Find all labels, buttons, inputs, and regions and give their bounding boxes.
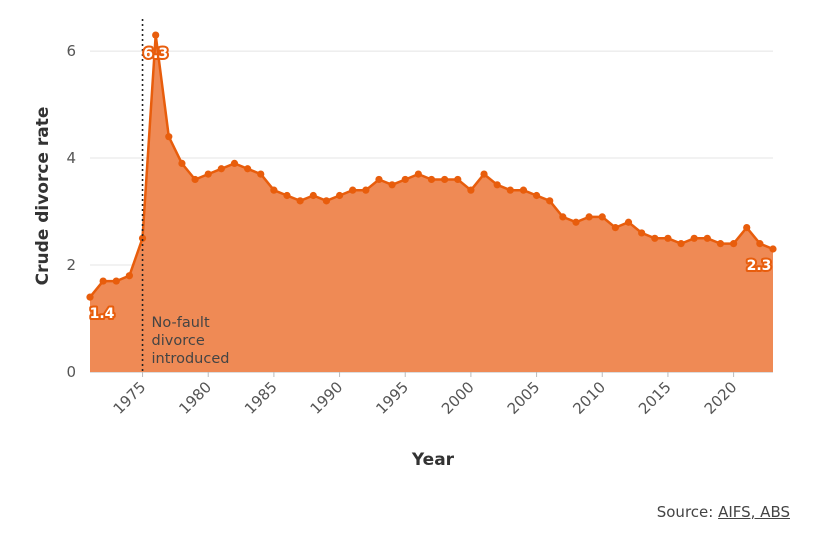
data-point bbox=[362, 186, 370, 194]
data-point bbox=[532, 191, 541, 200]
data-point bbox=[585, 213, 593, 221]
x-tick-label: 1990 bbox=[307, 378, 347, 418]
source-link[interactable]: AIFS, ABS bbox=[718, 503, 790, 521]
annotation-text: No-fault bbox=[152, 315, 210, 331]
plot-area bbox=[86, 31, 777, 372]
data-point bbox=[677, 240, 685, 248]
data-point bbox=[112, 277, 120, 285]
data-labels: 1.4 6.3 2.3 bbox=[88, 44, 774, 324]
data-point bbox=[99, 277, 107, 285]
data-point bbox=[467, 186, 475, 194]
y-axis: 0 2 4 6 bbox=[66, 42, 76, 381]
data-point bbox=[546, 197, 554, 205]
annotation: No-fault divorce introduced bbox=[141, 19, 230, 372]
data-point bbox=[125, 272, 134, 280]
data-point bbox=[217, 165, 225, 173]
data-point bbox=[690, 234, 698, 242]
data-point bbox=[152, 31, 160, 39]
data-point bbox=[519, 186, 528, 194]
data-point bbox=[401, 175, 409, 184]
data-point bbox=[703, 234, 711, 242]
y-axis-title: Crude divorce rate bbox=[33, 107, 53, 286]
data-point bbox=[191, 175, 199, 184]
data-point bbox=[624, 218, 633, 226]
y-tick-label: 2 bbox=[66, 256, 76, 274]
data-point bbox=[427, 175, 436, 184]
data-point bbox=[414, 170, 422, 178]
x-tick-label: 2015 bbox=[635, 378, 675, 418]
data-point bbox=[572, 218, 580, 226]
data-point bbox=[309, 191, 317, 200]
data-point bbox=[611, 223, 619, 232]
data-point bbox=[493, 181, 501, 189]
data-point bbox=[296, 197, 304, 205]
data-point bbox=[769, 245, 777, 253]
x-tick-label: 2010 bbox=[569, 378, 609, 418]
data-point bbox=[165, 133, 173, 141]
x-tick-label: 2020 bbox=[701, 378, 741, 418]
x-tick-label: 1985 bbox=[241, 378, 281, 418]
data-point bbox=[598, 213, 606, 221]
data-point bbox=[204, 170, 212, 178]
data-point bbox=[375, 175, 383, 184]
y-tick-label: 0 bbox=[66, 363, 76, 381]
annotation-text: divorce bbox=[152, 333, 205, 349]
data-label: 2.3 bbox=[747, 258, 772, 274]
data-point bbox=[270, 186, 278, 194]
data-point bbox=[664, 234, 672, 242]
source-prefix: Source: bbox=[656, 503, 719, 521]
x-tick-label: 2005 bbox=[504, 378, 544, 418]
data-point bbox=[257, 170, 265, 178]
data-label: 1.4 bbox=[90, 306, 115, 322]
data-label: 6.3 bbox=[143, 46, 168, 62]
data-point bbox=[638, 229, 646, 237]
data-point bbox=[441, 175, 449, 184]
data-point bbox=[743, 223, 751, 232]
data-point bbox=[86, 293, 94, 301]
data-point bbox=[283, 191, 291, 200]
data-point bbox=[178, 159, 186, 168]
area-fill bbox=[90, 35, 773, 372]
data-point bbox=[480, 170, 488, 178]
data-point bbox=[454, 175, 462, 184]
data-point bbox=[729, 240, 738, 248]
data-point bbox=[244, 165, 252, 173]
y-tick-label: 6 bbox=[66, 42, 76, 60]
data-point bbox=[559, 213, 567, 221]
x-tick-label: 1975 bbox=[110, 378, 150, 418]
data-point bbox=[506, 186, 514, 194]
x-tick-label: 1995 bbox=[372, 378, 412, 418]
data-point bbox=[230, 159, 239, 168]
x-axis-title: Year bbox=[411, 450, 455, 470]
x-tick-label: 1980 bbox=[175, 378, 215, 418]
data-point bbox=[322, 197, 331, 205]
source-note: Source: AIFS, ABS bbox=[657, 503, 790, 521]
data-point bbox=[388, 181, 396, 189]
x-axis: 1975 1980 1985 1990 1995 2000 2005 2010 2015 2020 bbox=[110, 372, 741, 418]
data-point bbox=[716, 240, 725, 248]
data-point bbox=[651, 234, 659, 242]
data-point bbox=[349, 186, 357, 194]
annotation-text: introduced bbox=[152, 351, 230, 367]
x-tick-label: 2000 bbox=[438, 378, 478, 418]
data-point bbox=[756, 240, 764, 248]
y-tick-label: 4 bbox=[66, 149, 76, 167]
data-point bbox=[335, 191, 344, 200]
data-point bbox=[138, 234, 147, 242]
